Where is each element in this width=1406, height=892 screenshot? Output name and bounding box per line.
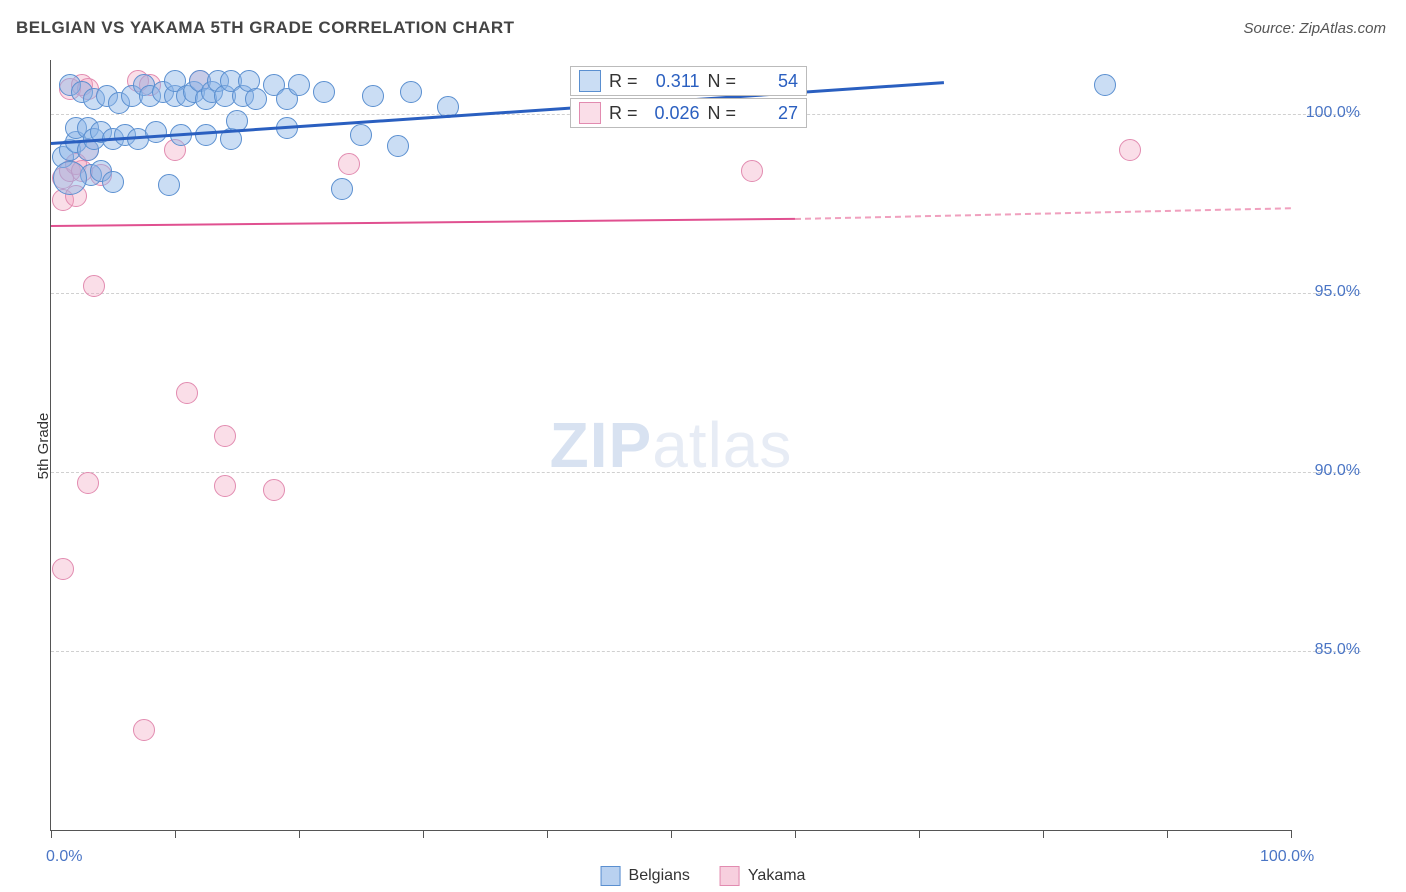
gridline-h (51, 293, 1361, 294)
x-tick (1167, 830, 1168, 838)
data-point (1094, 74, 1116, 96)
data-point (77, 472, 99, 494)
correlation-stat-row: R = 0.026 N = 27 (570, 98, 807, 128)
data-point (214, 425, 236, 447)
x-max-label: 100.0% (1260, 848, 1314, 866)
data-point (245, 88, 267, 110)
stat-n-label: N = (708, 71, 737, 92)
correlation-stat-row: R = 0.311 N = 54 (570, 66, 807, 96)
x-tick (423, 830, 424, 838)
data-point (313, 81, 335, 103)
legend-bottom: Belgians Yakama (601, 866, 806, 886)
data-point (102, 171, 124, 193)
stat-r-label: R = (609, 71, 638, 92)
legend-swatch (579, 102, 601, 124)
data-point (176, 382, 198, 404)
y-tick-label: 85.0% (1280, 641, 1360, 659)
y-tick-label: 100.0% (1280, 104, 1360, 122)
y-tick-label: 95.0% (1280, 283, 1360, 301)
legend-item: Yakama (720, 866, 806, 886)
x-tick (795, 830, 796, 838)
data-point (263, 479, 285, 501)
data-point (158, 174, 180, 196)
legend-swatch (720, 866, 740, 886)
data-point (331, 178, 353, 200)
data-point (350, 124, 372, 146)
legend-swatch (601, 866, 621, 886)
legend-item: Belgians (601, 866, 690, 886)
data-point (741, 160, 763, 182)
data-point-large (53, 161, 87, 195)
x-tick (299, 830, 300, 838)
data-point (52, 558, 74, 580)
gridline-h (51, 472, 1361, 473)
x-tick (919, 830, 920, 838)
data-point (133, 719, 155, 741)
data-point (145, 121, 167, 143)
chart-title: BELGIAN VS YAKAMA 5TH GRADE CORRELATION … (16, 18, 515, 38)
stat-r-value: 0.026 (646, 103, 700, 124)
source-attribution: Source: ZipAtlas.com (1243, 20, 1386, 37)
stat-n-value: 54 (744, 71, 798, 92)
data-point (288, 74, 310, 96)
y-tick-label: 90.0% (1280, 462, 1360, 480)
x-tick (51, 830, 52, 838)
x-tick (1043, 830, 1044, 838)
gridline-h (51, 651, 1361, 652)
data-point (195, 124, 217, 146)
x-tick (1291, 830, 1292, 838)
data-point (338, 153, 360, 175)
data-point (387, 135, 409, 157)
legend-label: Belgians (629, 867, 690, 884)
x-min-label: 0.0% (46, 848, 82, 866)
stat-r-label: R = (609, 103, 638, 124)
stat-n-value: 27 (744, 103, 798, 124)
x-tick (175, 830, 176, 838)
x-tick (671, 830, 672, 838)
trend-line (795, 207, 1291, 220)
data-point (1119, 139, 1141, 161)
data-point (214, 475, 236, 497)
stat-r-value: 0.311 (646, 71, 700, 92)
legend-label: Yakama (748, 867, 806, 884)
scatter-plot-area: ZIPatlas (50, 60, 1291, 831)
trend-line (51, 218, 795, 227)
legend-swatch (579, 70, 601, 92)
data-point (400, 81, 422, 103)
stat-n-label: N = (708, 103, 737, 124)
data-point (83, 275, 105, 297)
data-point (362, 85, 384, 107)
x-tick (547, 830, 548, 838)
